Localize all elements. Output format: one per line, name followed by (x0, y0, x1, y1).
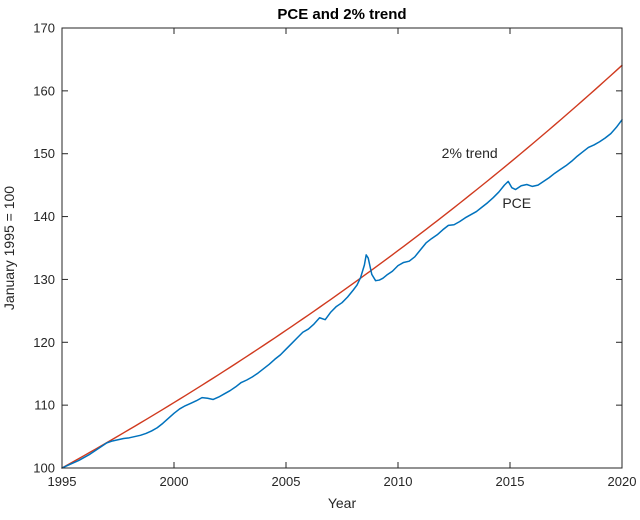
y-tick-label: 110 (34, 398, 55, 413)
y-tick-label: 140 (33, 209, 55, 224)
x-tick-label: 2000 (160, 474, 189, 489)
y-tick-label: 130 (33, 272, 55, 287)
x-tick-label: 2010 (384, 474, 413, 489)
x-tick-label: 1995 (48, 474, 77, 489)
x-tick-label: 2015 (496, 474, 525, 489)
y-tick-label: 150 (33, 146, 55, 161)
pce-line (61, 119, 623, 469)
x-tick-label: 2020 (608, 474, 637, 489)
annotation-1: PCE (502, 195, 531, 211)
plot-area: 1995 2000 2005 2010 2015 2020 100 110 120 130 140 1… (33, 21, 636, 490)
y-tick-label: 170 (33, 21, 55, 36)
y-tick-label: 160 (33, 83, 55, 98)
y-axis-label: January 1995 = 100 (1, 186, 17, 310)
chart-title: PCE and 2% trend (277, 6, 406, 23)
axes-box (61, 27, 623, 469)
annotation-0: 2% trend (442, 145, 498, 161)
2-trend-line (61, 64, 623, 469)
x-axis-label: Year (328, 495, 357, 511)
y-tick-label: 120 (33, 335, 55, 350)
y-tick-label: 100 (33, 461, 55, 476)
x-tick-label: 2005 (272, 474, 301, 489)
